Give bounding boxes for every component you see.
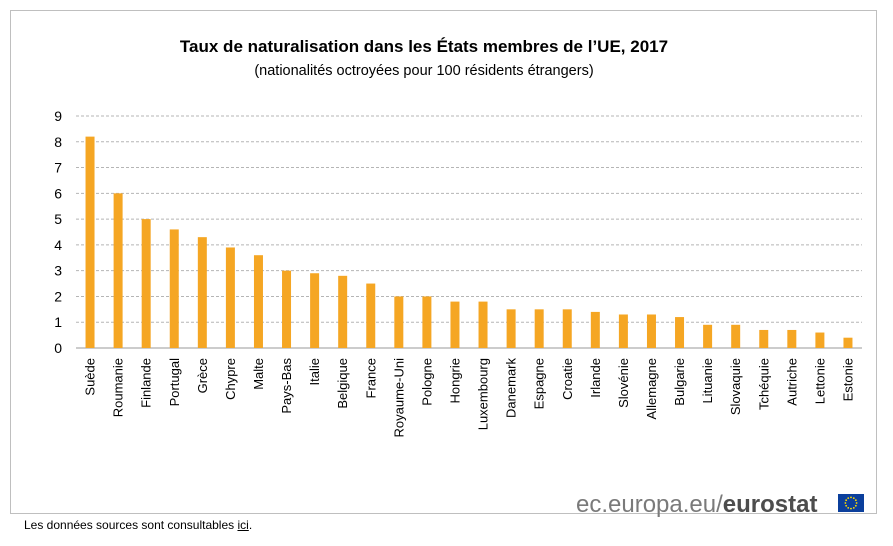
bar bbox=[366, 283, 376, 348]
bar bbox=[731, 324, 741, 348]
bar bbox=[310, 273, 320, 348]
bar bbox=[843, 337, 853, 348]
y-tick-label: 7 bbox=[54, 160, 62, 176]
x-tick-label: Luxembourg bbox=[476, 358, 491, 430]
footnote-link[interactable]: ici bbox=[237, 518, 249, 532]
x-tick-label: Belgique bbox=[335, 358, 350, 409]
bar bbox=[590, 311, 600, 348]
footnote: Les données sources sont consultables ic… bbox=[24, 518, 252, 532]
x-tick-label: France bbox=[363, 358, 378, 398]
bar bbox=[787, 329, 797, 348]
x-tick-label: Pays-Bas bbox=[279, 358, 294, 414]
bars bbox=[85, 136, 853, 348]
bar bbox=[169, 229, 179, 348]
x-tick-label: Slovaquie bbox=[728, 358, 743, 415]
x-tick-label: Portugal bbox=[167, 358, 182, 407]
x-tick-label: Lettonie bbox=[812, 358, 827, 404]
x-tick-label: Irlande bbox=[588, 358, 603, 398]
y-tick-label: 8 bbox=[54, 134, 62, 150]
x-tick-label: Chypre bbox=[223, 358, 238, 400]
chart-title: Taux de naturalisation dans les États me… bbox=[180, 37, 668, 56]
y-tick-label: 6 bbox=[54, 185, 62, 201]
brand-domain: ec.europa.eu bbox=[576, 491, 717, 518]
bar bbox=[675, 317, 685, 348]
x-tick-label: Grèce bbox=[195, 358, 210, 393]
y-tick-label: 3 bbox=[54, 263, 62, 279]
y-tick-label: 1 bbox=[54, 314, 62, 330]
chart-subtitle: (nationalités octroyées pour 100 résiden… bbox=[254, 63, 593, 79]
bar bbox=[422, 296, 432, 348]
bar bbox=[394, 296, 404, 348]
eurostat-brand: ec.europa.eu/eurostat bbox=[576, 490, 817, 520]
x-tick-labels: Suède Roumanie Finlande Portugal Grèce Chypre… bbox=[83, 358, 856, 438]
eu-flag-icon bbox=[838, 494, 864, 512]
bar bbox=[506, 309, 516, 348]
y-tick-labels: 0 1 2 3 4 5 6 7 8 9 bbox=[54, 108, 62, 356]
x-tick-label: Lituanie bbox=[700, 358, 715, 404]
y-tick-label: 2 bbox=[54, 288, 62, 304]
footnote-end: . bbox=[248, 518, 253, 532]
x-tick-label: Suède bbox=[83, 358, 98, 396]
y-tick-label: 5 bbox=[54, 211, 62, 227]
bar bbox=[85, 136, 95, 348]
brand-name: eurostat bbox=[722, 491, 818, 518]
bar bbox=[478, 301, 488, 348]
bar bbox=[225, 247, 235, 348]
x-tick-label: Danemark bbox=[504, 358, 519, 418]
bar bbox=[141, 219, 151, 348]
bar bbox=[618, 314, 628, 348]
x-tick-label: Allemagne bbox=[644, 358, 659, 419]
bar bbox=[562, 309, 572, 348]
x-tick-label: Tchéquie bbox=[756, 358, 771, 410]
x-tick-label: Espagne bbox=[532, 358, 547, 409]
chart-frame bbox=[10, 10, 877, 514]
bar bbox=[253, 255, 263, 348]
x-tick-label: Hongrie bbox=[447, 358, 462, 404]
x-tick-label: Bulgarie bbox=[672, 358, 687, 406]
x-tick-label: Slovénie bbox=[616, 358, 631, 408]
x-tick-label: Roumanie bbox=[111, 358, 126, 417]
footnote-text: Les données sources sont consultables bbox=[24, 518, 238, 532]
bar bbox=[338, 275, 348, 348]
y-tick-label: 0 bbox=[54, 340, 62, 356]
bar bbox=[197, 237, 207, 348]
bar bbox=[282, 270, 292, 348]
bar bbox=[703, 324, 713, 348]
bar bbox=[534, 309, 544, 348]
x-tick-label: Pologne bbox=[419, 358, 434, 406]
bar bbox=[815, 332, 825, 348]
y-tick-label: 9 bbox=[54, 108, 62, 124]
x-tick-label: Malte bbox=[251, 358, 266, 390]
x-tick-label: Italie bbox=[307, 358, 322, 385]
bar bbox=[113, 193, 123, 348]
x-tick-label: Croatie bbox=[560, 358, 575, 400]
x-tick-label: Finlande bbox=[139, 358, 154, 408]
brand-separator: / bbox=[716, 491, 723, 518]
y-tick-label: 4 bbox=[54, 237, 62, 253]
bar bbox=[646, 314, 656, 348]
gridlines bbox=[76, 115, 862, 323]
bar bbox=[450, 301, 460, 348]
bar bbox=[759, 329, 769, 348]
x-tick-label: Autriche bbox=[784, 358, 799, 406]
x-tick-label: Estonie bbox=[840, 358, 855, 401]
x-tick-label: Royaume-Uni bbox=[391, 358, 406, 438]
